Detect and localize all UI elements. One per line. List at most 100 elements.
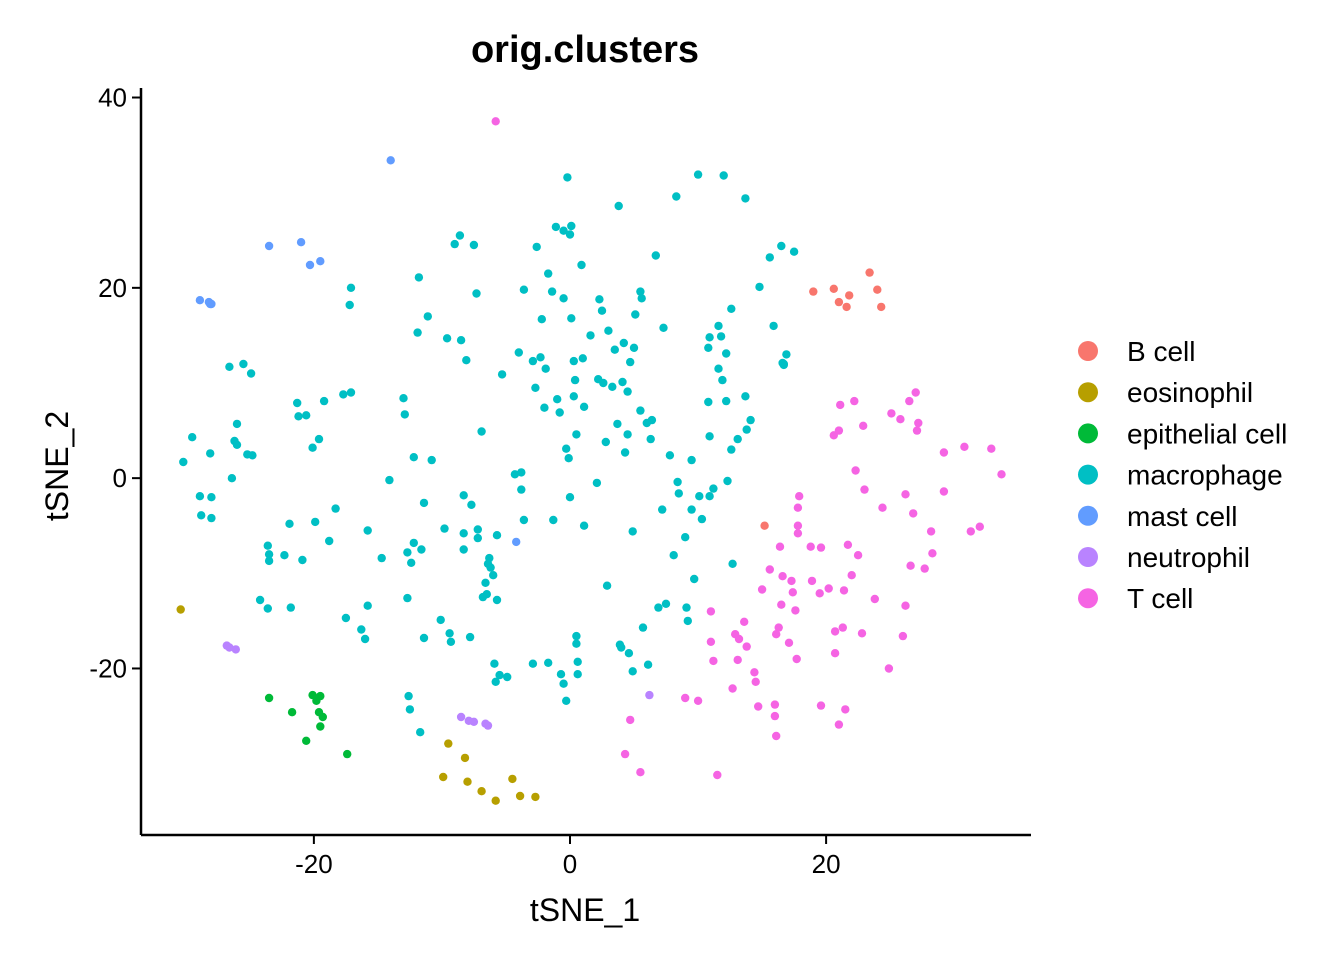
data-point [419, 498, 429, 508]
data-point [636, 287, 645, 296]
data-point [845, 291, 854, 300]
data-point [495, 670, 504, 680]
data-point [842, 302, 851, 312]
data-point [836, 400, 845, 410]
data-point [565, 493, 575, 502]
data-point [742, 425, 751, 434]
data-point [682, 603, 691, 612]
data-point [231, 645, 240, 654]
y-axis-title: tSNE_2 [39, 411, 75, 521]
data-point [405, 705, 415, 714]
data-point [809, 287, 818, 296]
data-point [665, 451, 675, 460]
data-point [404, 691, 413, 701]
legend-item-b-cell: B cell [1078, 336, 1195, 367]
data-point [643, 660, 653, 669]
data-point [586, 331, 595, 340]
data-point [704, 397, 713, 407]
data-point [687, 505, 696, 514]
data-point [807, 576, 817, 586]
data-point [540, 403, 549, 412]
data-point [697, 514, 707, 524]
data-point [901, 490, 910, 499]
data-point [207, 299, 216, 309]
data-point [298, 555, 307, 565]
data-point [413, 328, 422, 337]
legend-label: epithelial cell [1127, 418, 1287, 449]
data-point [363, 526, 372, 535]
data-point [851, 466, 860, 475]
data-point [623, 430, 632, 439]
data-point [296, 238, 306, 247]
data-point [966, 527, 975, 536]
data-point [859, 421, 868, 430]
data-point [537, 315, 546, 324]
legend-item-mast-cell: mast cell [1078, 501, 1237, 532]
legend-marker [1078, 382, 1098, 403]
data-point [280, 551, 289, 560]
series-mast-cell [195, 156, 521, 547]
series-macrophage [179, 170, 799, 737]
data-point [681, 533, 690, 542]
data-point [777, 241, 786, 251]
scatter-points [176, 117, 1006, 805]
data-point [769, 321, 778, 331]
data-point [719, 171, 728, 180]
data-point [459, 529, 468, 538]
data-point [206, 449, 215, 458]
data-point [741, 194, 750, 203]
data-point [597, 306, 607, 315]
data-point [830, 649, 840, 658]
data-point [792, 654, 801, 664]
data-point [839, 586, 849, 595]
data-point [673, 477, 682, 487]
data-point [316, 257, 325, 266]
data-point [510, 470, 520, 479]
data-point [755, 282, 764, 292]
legend-label: T cell [1127, 583, 1193, 614]
data-point [624, 649, 634, 658]
data-point [674, 489, 683, 498]
data-point [716, 332, 726, 341]
data-point [628, 527, 637, 536]
data-point [834, 297, 844, 307]
data-point [197, 511, 206, 520]
data-point [601, 437, 610, 447]
data-point [517, 485, 526, 494]
data-point [722, 349, 731, 358]
data-point [770, 711, 780, 721]
data-point [255, 595, 265, 605]
legend-label: neutrophil [1127, 542, 1250, 573]
data-point [599, 378, 608, 388]
legend-marker [1078, 505, 1098, 526]
data-point [604, 326, 613, 335]
data-point [567, 314, 576, 323]
data-point [727, 445, 736, 454]
legend-item-t-cell: T cell [1078, 583, 1193, 614]
data-point [544, 269, 553, 278]
data-point [456, 336, 466, 345]
data-point [528, 659, 538, 668]
data-point [477, 787, 486, 796]
data-point [564, 454, 573, 463]
data-point [316, 691, 325, 701]
data-point [407, 558, 416, 567]
data-point [757, 585, 767, 594]
legend-label: mast cell [1127, 501, 1237, 532]
data-point [687, 455, 696, 465]
data-point [997, 470, 1006, 479]
data-point [491, 796, 500, 805]
data-point [423, 312, 432, 321]
data-point [549, 515, 558, 525]
data-point [772, 731, 781, 741]
data-point [188, 433, 197, 442]
data-point [325, 536, 334, 546]
data-point [346, 283, 356, 292]
data-point [847, 571, 856, 580]
data-point [232, 440, 242, 449]
data-point [751, 677, 760, 686]
data-point [706, 607, 716, 616]
data-point [343, 749, 352, 759]
data-point [263, 604, 272, 613]
data-point [782, 350, 791, 359]
